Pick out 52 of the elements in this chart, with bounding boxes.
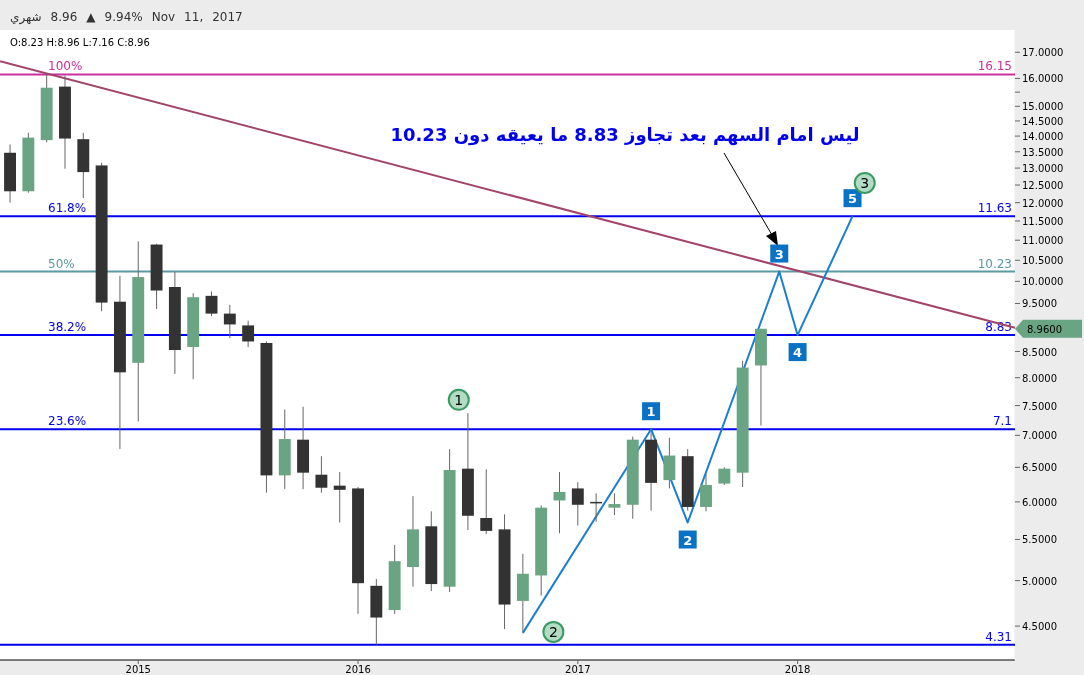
annotation: 38.2% [48, 320, 87, 335]
annotation: 23.6% [48, 414, 87, 429]
y-tick-label: 14.0000 [1022, 131, 1064, 143]
annotation: 4 [793, 345, 803, 361]
y-tick-label: 12.0000 [1022, 197, 1064, 209]
annotation: 3 [774, 246, 784, 262]
y-tick-label: 8.5000 [1022, 346, 1057, 358]
annotation: 2 [683, 532, 693, 548]
ref-line-label: 16.15 [977, 59, 1012, 74]
y-tick-label: 14.5000 [1022, 115, 1064, 127]
y-tick-label: 17.0000 [1022, 47, 1064, 59]
text: O:8.23 H:8.96 L:7.16 C:8.96 [10, 37, 150, 48]
annotation: 61.8% [48, 201, 87, 216]
y-tick-label: 5.5000 [1022, 534, 1057, 546]
y-tick-label: 7.5000 [1022, 400, 1057, 412]
y-tick-label: 11.0000 [1022, 235, 1064, 247]
y-tick-label: 10.0000 [1022, 276, 1064, 288]
y-tick-label: 15.0000 [1022, 101, 1064, 113]
text: 8.9600 [1027, 323, 1062, 335]
y-tick-label: 16.0000 [1022, 73, 1064, 85]
ref-line-label: 7.1 [992, 414, 1012, 429]
y-tick-label: 6.0000 [1022, 496, 1057, 508]
x-tick-label: 2017 [565, 664, 591, 675]
y-tick-label: 7.0000 [1022, 430, 1057, 442]
annotation: 5 [848, 191, 858, 207]
label: 1 [642, 402, 661, 421]
annotation: ليس امام السهم بعد تجاوز 8.83 ما يعيقه دون 10.23 [390, 124, 860, 146]
marker-label: 2 [542, 620, 565, 643]
marker-label: 1 [447, 388, 470, 411]
x-tick-label: 2015 [125, 664, 151, 675]
x-tick-label: 2018 [784, 664, 811, 675]
x-tick-label: 2016 [345, 664, 371, 675]
y-tick-label: 10.5000 [1022, 255, 1064, 267]
annotation: 2 [548, 623, 558, 640]
y-tick-label: 11.5000 [1022, 216, 1064, 228]
marker-label: 3 [853, 171, 876, 194]
ref-line-label: 10.23 [977, 256, 1012, 271]
ref-line-label: 4.31 [985, 629, 1012, 644]
y-tick-label: 13.5000 [1022, 146, 1064, 158]
annotation: 1 [646, 404, 656, 420]
annotation: 3 [860, 174, 870, 191]
y-tick-label: 12.5000 [1022, 180, 1064, 192]
annotation: 50% [48, 256, 75, 271]
y-tick-label: 8.0000 [1022, 372, 1057, 384]
ref-line-label: 11.63 [977, 201, 1012, 216]
y-tick-label: 6.5000 [1022, 462, 1057, 474]
annotation: 1 [454, 391, 464, 408]
y-tick-label: 9.5000 [1022, 298, 1057, 310]
y-tick-label: 13.0000 [1022, 163, 1064, 175]
annotation: 100% [48, 59, 83, 74]
y-tick-label: 5.0000 [1022, 575, 1057, 587]
y-tick-label: 4.5000 [1022, 621, 1057, 633]
